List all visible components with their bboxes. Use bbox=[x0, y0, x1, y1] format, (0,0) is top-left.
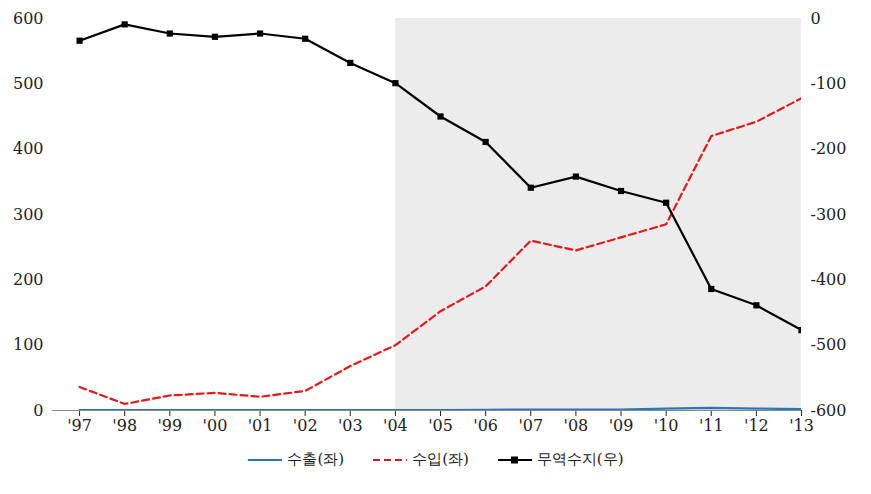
svg-text:'97: '97 bbox=[67, 416, 92, 435]
svg-text:300: 300 bbox=[13, 205, 44, 224]
svg-text:0: 0 bbox=[33, 401, 43, 420]
svg-text:600: 600 bbox=[13, 9, 44, 28]
svg-text:'04: '04 bbox=[383, 416, 408, 435]
html-text:무역수지(우): 무역수지(우) bbox=[536, 450, 624, 468]
svg-text:'00: '00 bbox=[203, 416, 228, 435]
svg-text:100: 100 bbox=[13, 335, 44, 354]
svg-text:'05: '05 bbox=[428, 416, 453, 435]
svg-text:-400: -400 bbox=[811, 270, 847, 289]
svg-text:'13: '13 bbox=[789, 416, 814, 435]
svg-text:'06: '06 bbox=[473, 416, 498, 435]
svg-text:-300: -300 bbox=[811, 205, 847, 224]
svg-text:'02: '02 bbox=[293, 416, 318, 435]
svg-text:200: 200 bbox=[13, 270, 44, 289]
svg-text:'10: '10 bbox=[654, 416, 679, 435]
html-text:수출(좌): 수출(좌) bbox=[287, 450, 345, 468]
svg-text:500: 500 bbox=[13, 74, 44, 93]
svg-text:-600: -600 bbox=[811, 401, 847, 420]
svg-text:'99: '99 bbox=[157, 416, 182, 435]
svg-text:'12: '12 bbox=[744, 416, 769, 435]
svg-text:'01: '01 bbox=[248, 416, 273, 435]
svg-text:-500: -500 bbox=[811, 335, 847, 354]
svg-text:0: 0 bbox=[811, 9, 821, 28]
html-text:수입(좌): 수입(좌) bbox=[412, 450, 469, 468]
svg-text:-200: -200 bbox=[811, 139, 847, 158]
svg-text:'98: '98 bbox=[112, 416, 137, 435]
svg-text:'08: '08 bbox=[564, 416, 589, 435]
svg-text:'07: '07 bbox=[518, 416, 543, 435]
svg-text:'03: '03 bbox=[338, 416, 363, 435]
svg-text:400: 400 bbox=[13, 139, 44, 158]
svg-text:-100: -100 bbox=[811, 74, 847, 93]
svg-text:'11: '11 bbox=[699, 416, 724, 435]
svg-text:'09: '09 bbox=[609, 416, 634, 435]
